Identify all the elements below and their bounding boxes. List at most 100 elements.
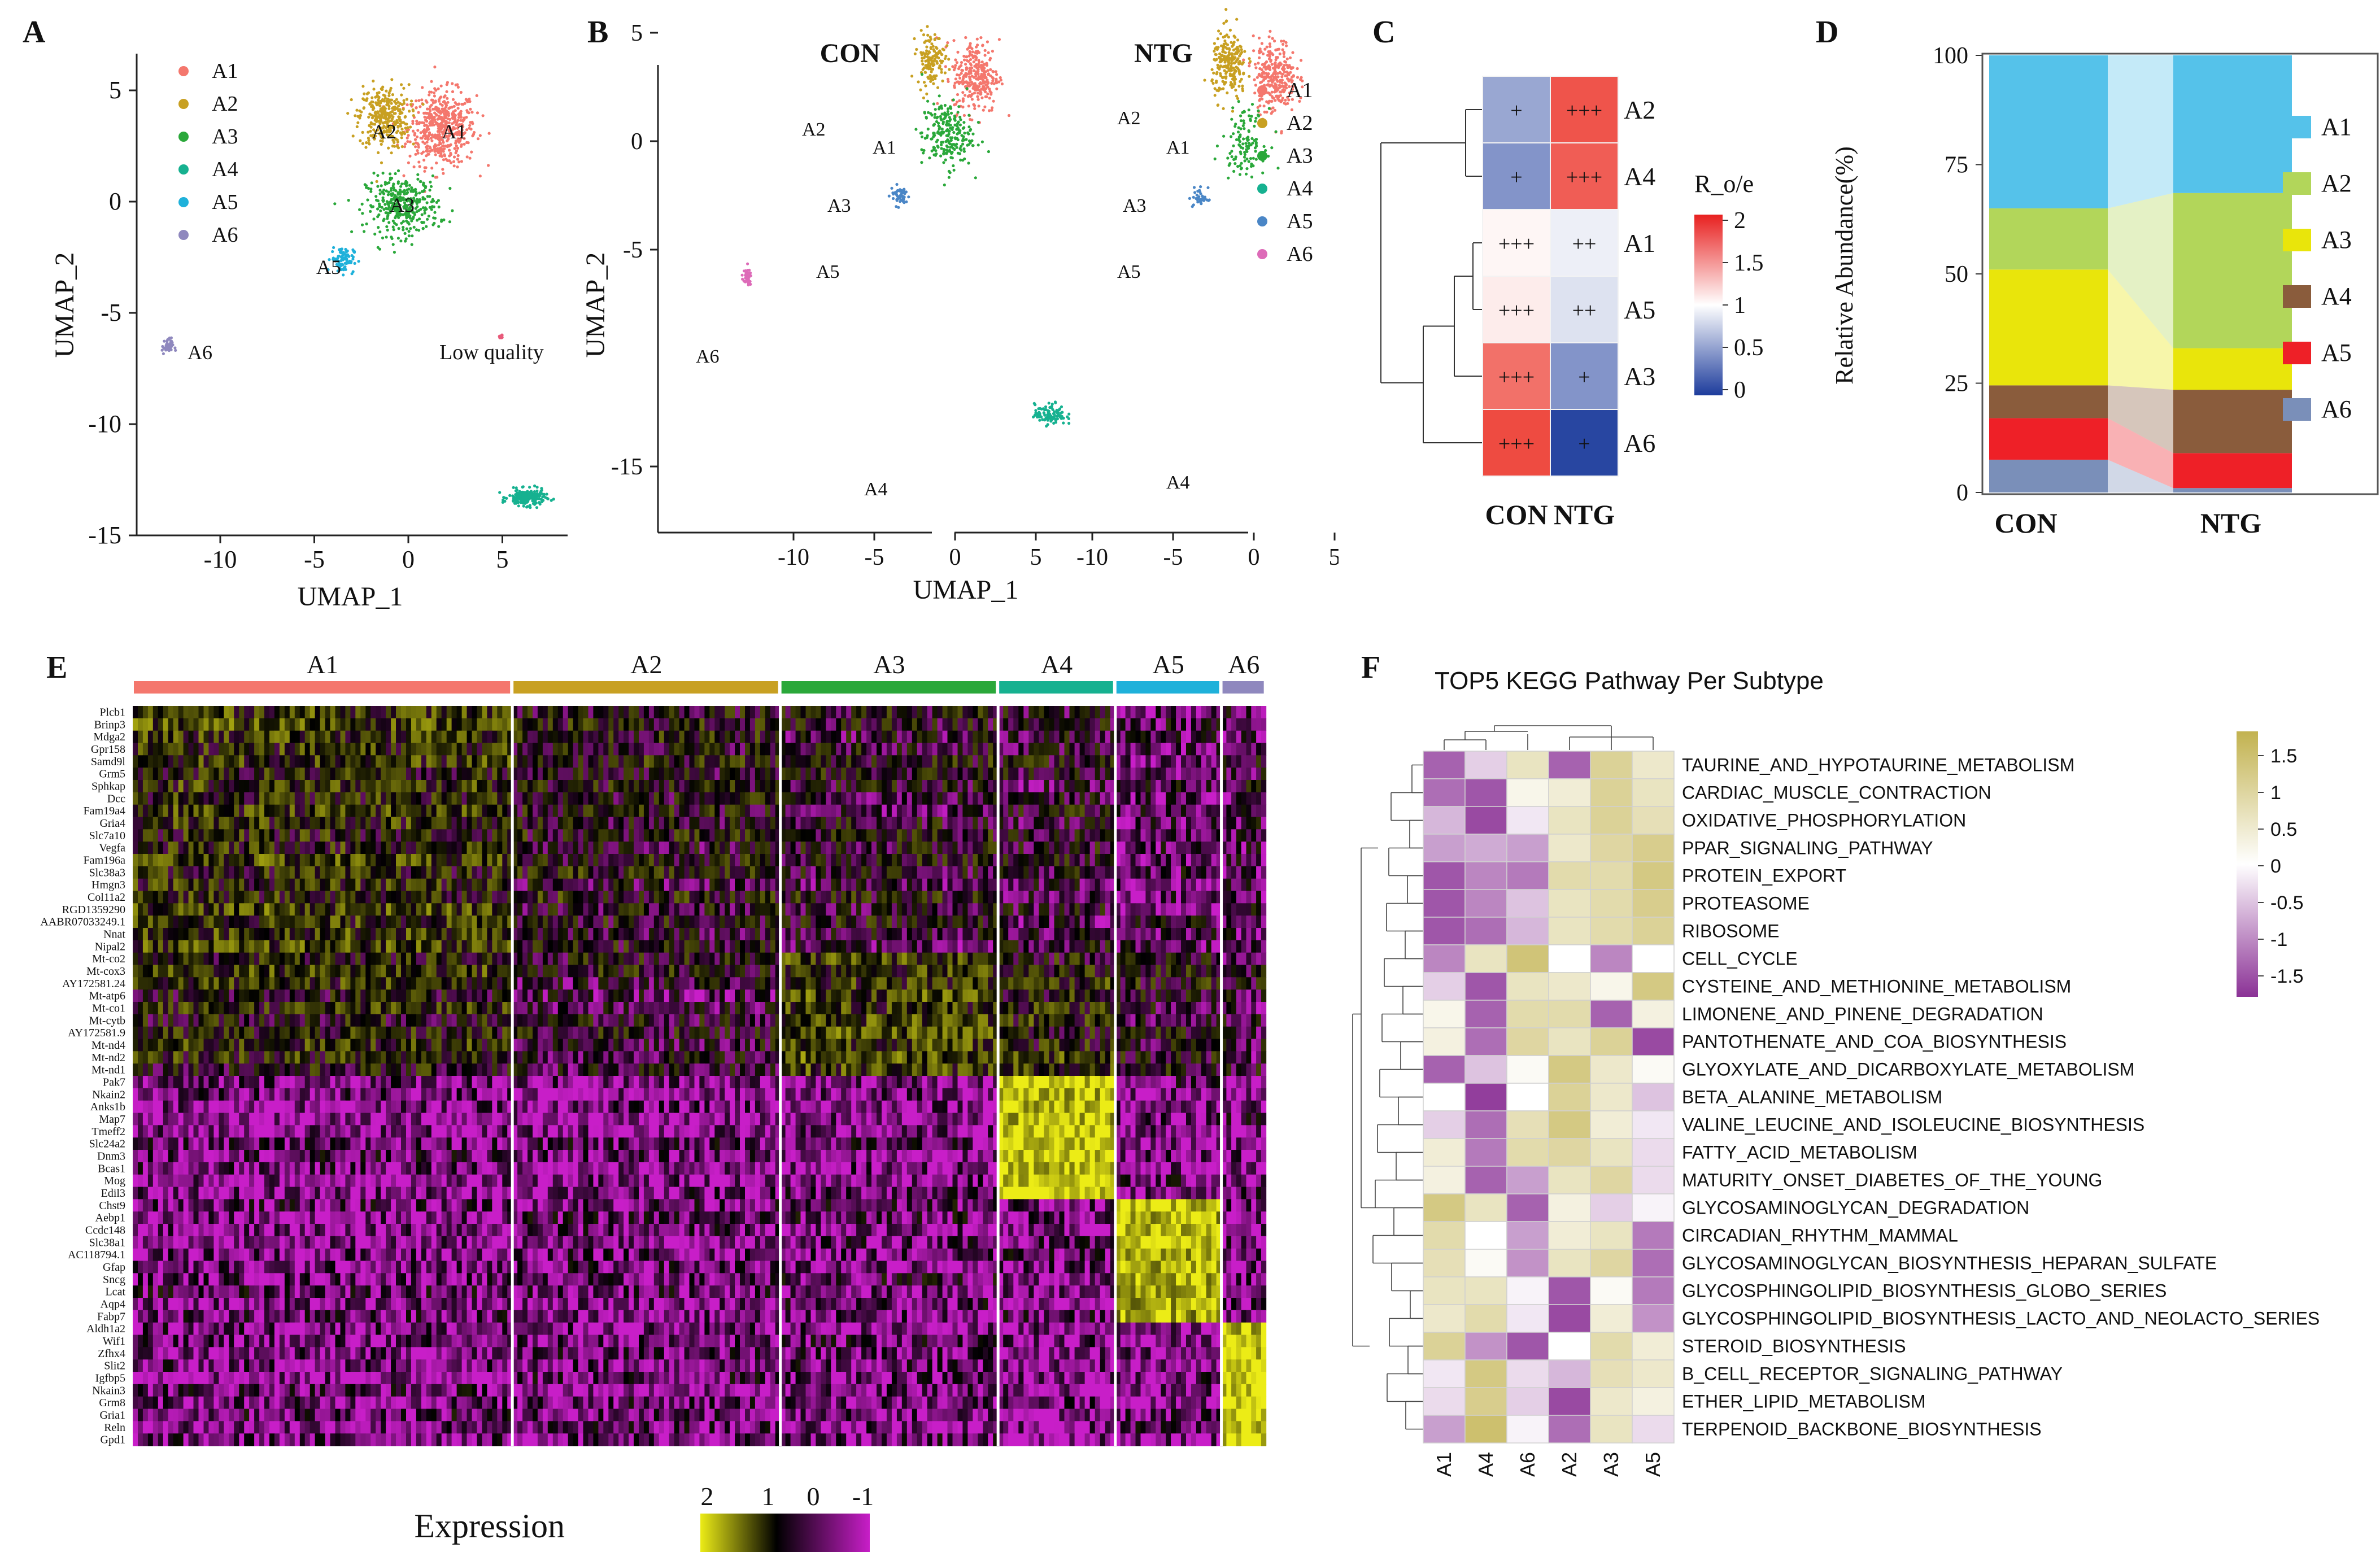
a-point-a3 — [421, 206, 425, 210]
b-con-point-a1 — [968, 90, 971, 93]
b-con-point-a1 — [986, 69, 990, 72]
a-point-a1 — [448, 106, 452, 110]
e-cell — [477, 940, 482, 953]
b-con-point-a5 — [902, 191, 905, 194]
a-point-a1 — [425, 145, 428, 149]
b-con-point-a3 — [941, 141, 945, 144]
e-cell — [299, 792, 306, 805]
e-cell — [183, 792, 189, 805]
a-point-a1 — [451, 98, 455, 101]
a-point-a1 — [444, 114, 448, 117]
e-cell — [360, 743, 366, 756]
a-point-a1 — [416, 149, 419, 152]
e-cell — [147, 755, 154, 768]
e-cell — [406, 743, 412, 756]
a-point-a2 — [390, 114, 393, 117]
e-cell — [244, 841, 250, 854]
c-cell-mark: +++ — [1566, 99, 1602, 123]
b-con-point-a2 — [924, 71, 927, 74]
b-con-point-a5 — [891, 197, 895, 200]
e-cell — [502, 768, 508, 780]
b-con-point-a4 — [1060, 417, 1063, 420]
b-con-point-a3 — [949, 118, 952, 121]
e-cell — [188, 940, 194, 953]
e-cell — [138, 891, 143, 904]
e-cell — [461, 804, 468, 817]
b-con-point-a3 — [962, 150, 966, 153]
e-cell — [234, 928, 239, 941]
e-cell — [461, 915, 468, 928]
b-con-point-a1 — [980, 60, 984, 64]
b-con-point-a1 — [967, 54, 971, 58]
e-cell — [401, 755, 407, 768]
e-cell — [421, 878, 427, 891]
b-con-point-a3 — [955, 137, 959, 140]
a-point-a3 — [381, 171, 385, 175]
b-ntg-point-a3 — [1237, 100, 1240, 103]
a-point-a2 — [365, 141, 368, 145]
e-cell — [133, 792, 138, 805]
b-con-point-a3 — [940, 147, 943, 150]
b-con-point-a3 — [923, 137, 927, 140]
b-con-point-a3 — [947, 149, 951, 152]
b-ntg-point-a1 — [1275, 83, 1278, 86]
e-cell — [188, 841, 194, 854]
b-ntg-point-a2 — [1221, 65, 1224, 68]
e-cell — [472, 804, 477, 817]
e-cell — [203, 718, 209, 731]
e-cell — [335, 768, 341, 780]
b-ntg-point-a1 — [1289, 71, 1292, 74]
e-cell — [142, 829, 149, 842]
e-cell — [472, 891, 477, 904]
a-point-a3 — [377, 213, 381, 216]
e-cell — [436, 730, 442, 743]
panel-e-chart: E A1 A2 A3 A4 A5 A6 Plcb1Brinp3Mdga2Gpr158Sam… — [40, 650, 1267, 1552]
e-cell — [411, 841, 417, 854]
a-point-a1 — [425, 141, 429, 144]
a-point-a1 — [454, 101, 457, 104]
a-point-a2 — [401, 130, 405, 134]
b-ntg-point-a2 — [1219, 60, 1223, 63]
b-ntg-point-a5 — [1188, 197, 1191, 200]
b-con-point-a1 — [976, 91, 979, 95]
e-cell — [310, 891, 316, 904]
e-cell — [416, 743, 422, 756]
b-ntg-point-a3 — [1237, 126, 1240, 129]
a-label-a3: A3 — [390, 194, 415, 216]
a-point-a3 — [404, 211, 408, 214]
e-cell — [152, 841, 159, 854]
a-point-a2 — [372, 137, 376, 140]
e-cell — [396, 817, 402, 830]
e-cell — [299, 768, 306, 780]
a-point-a3 — [410, 219, 413, 223]
e-cell — [416, 928, 422, 941]
a-point-a1 — [417, 146, 420, 149]
c-cell — [1482, 409, 1551, 477]
e-cell — [304, 743, 311, 756]
a-point-a3 — [387, 205, 391, 208]
e-cell — [219, 768, 224, 780]
e-cell — [376, 841, 381, 854]
a-point-a2 — [400, 93, 403, 97]
a-point-a3 — [408, 216, 412, 220]
b-con-point-a1 — [962, 54, 966, 58]
e-cell — [152, 915, 159, 928]
b-ntg-point-a1 — [1277, 47, 1281, 51]
a-point-a1 — [456, 83, 459, 86]
e-cell — [142, 792, 149, 805]
b-ntg-point-a3 — [1230, 150, 1233, 153]
b-con-point-a1 — [983, 54, 987, 57]
e-cell — [133, 829, 138, 842]
e-cell — [467, 940, 472, 953]
e-cell — [198, 952, 204, 965]
e-cell — [193, 928, 199, 941]
b-ntg-point-a1 — [1271, 37, 1274, 40]
e-cell — [441, 866, 447, 879]
e-cell — [158, 792, 164, 805]
e-cell — [294, 706, 300, 719]
e-cell — [411, 730, 417, 743]
b-con-point-a1 — [976, 95, 979, 98]
b-con-point-a1 — [946, 77, 949, 81]
c-cell — [1550, 142, 1619, 210]
e-cell — [219, 952, 224, 965]
